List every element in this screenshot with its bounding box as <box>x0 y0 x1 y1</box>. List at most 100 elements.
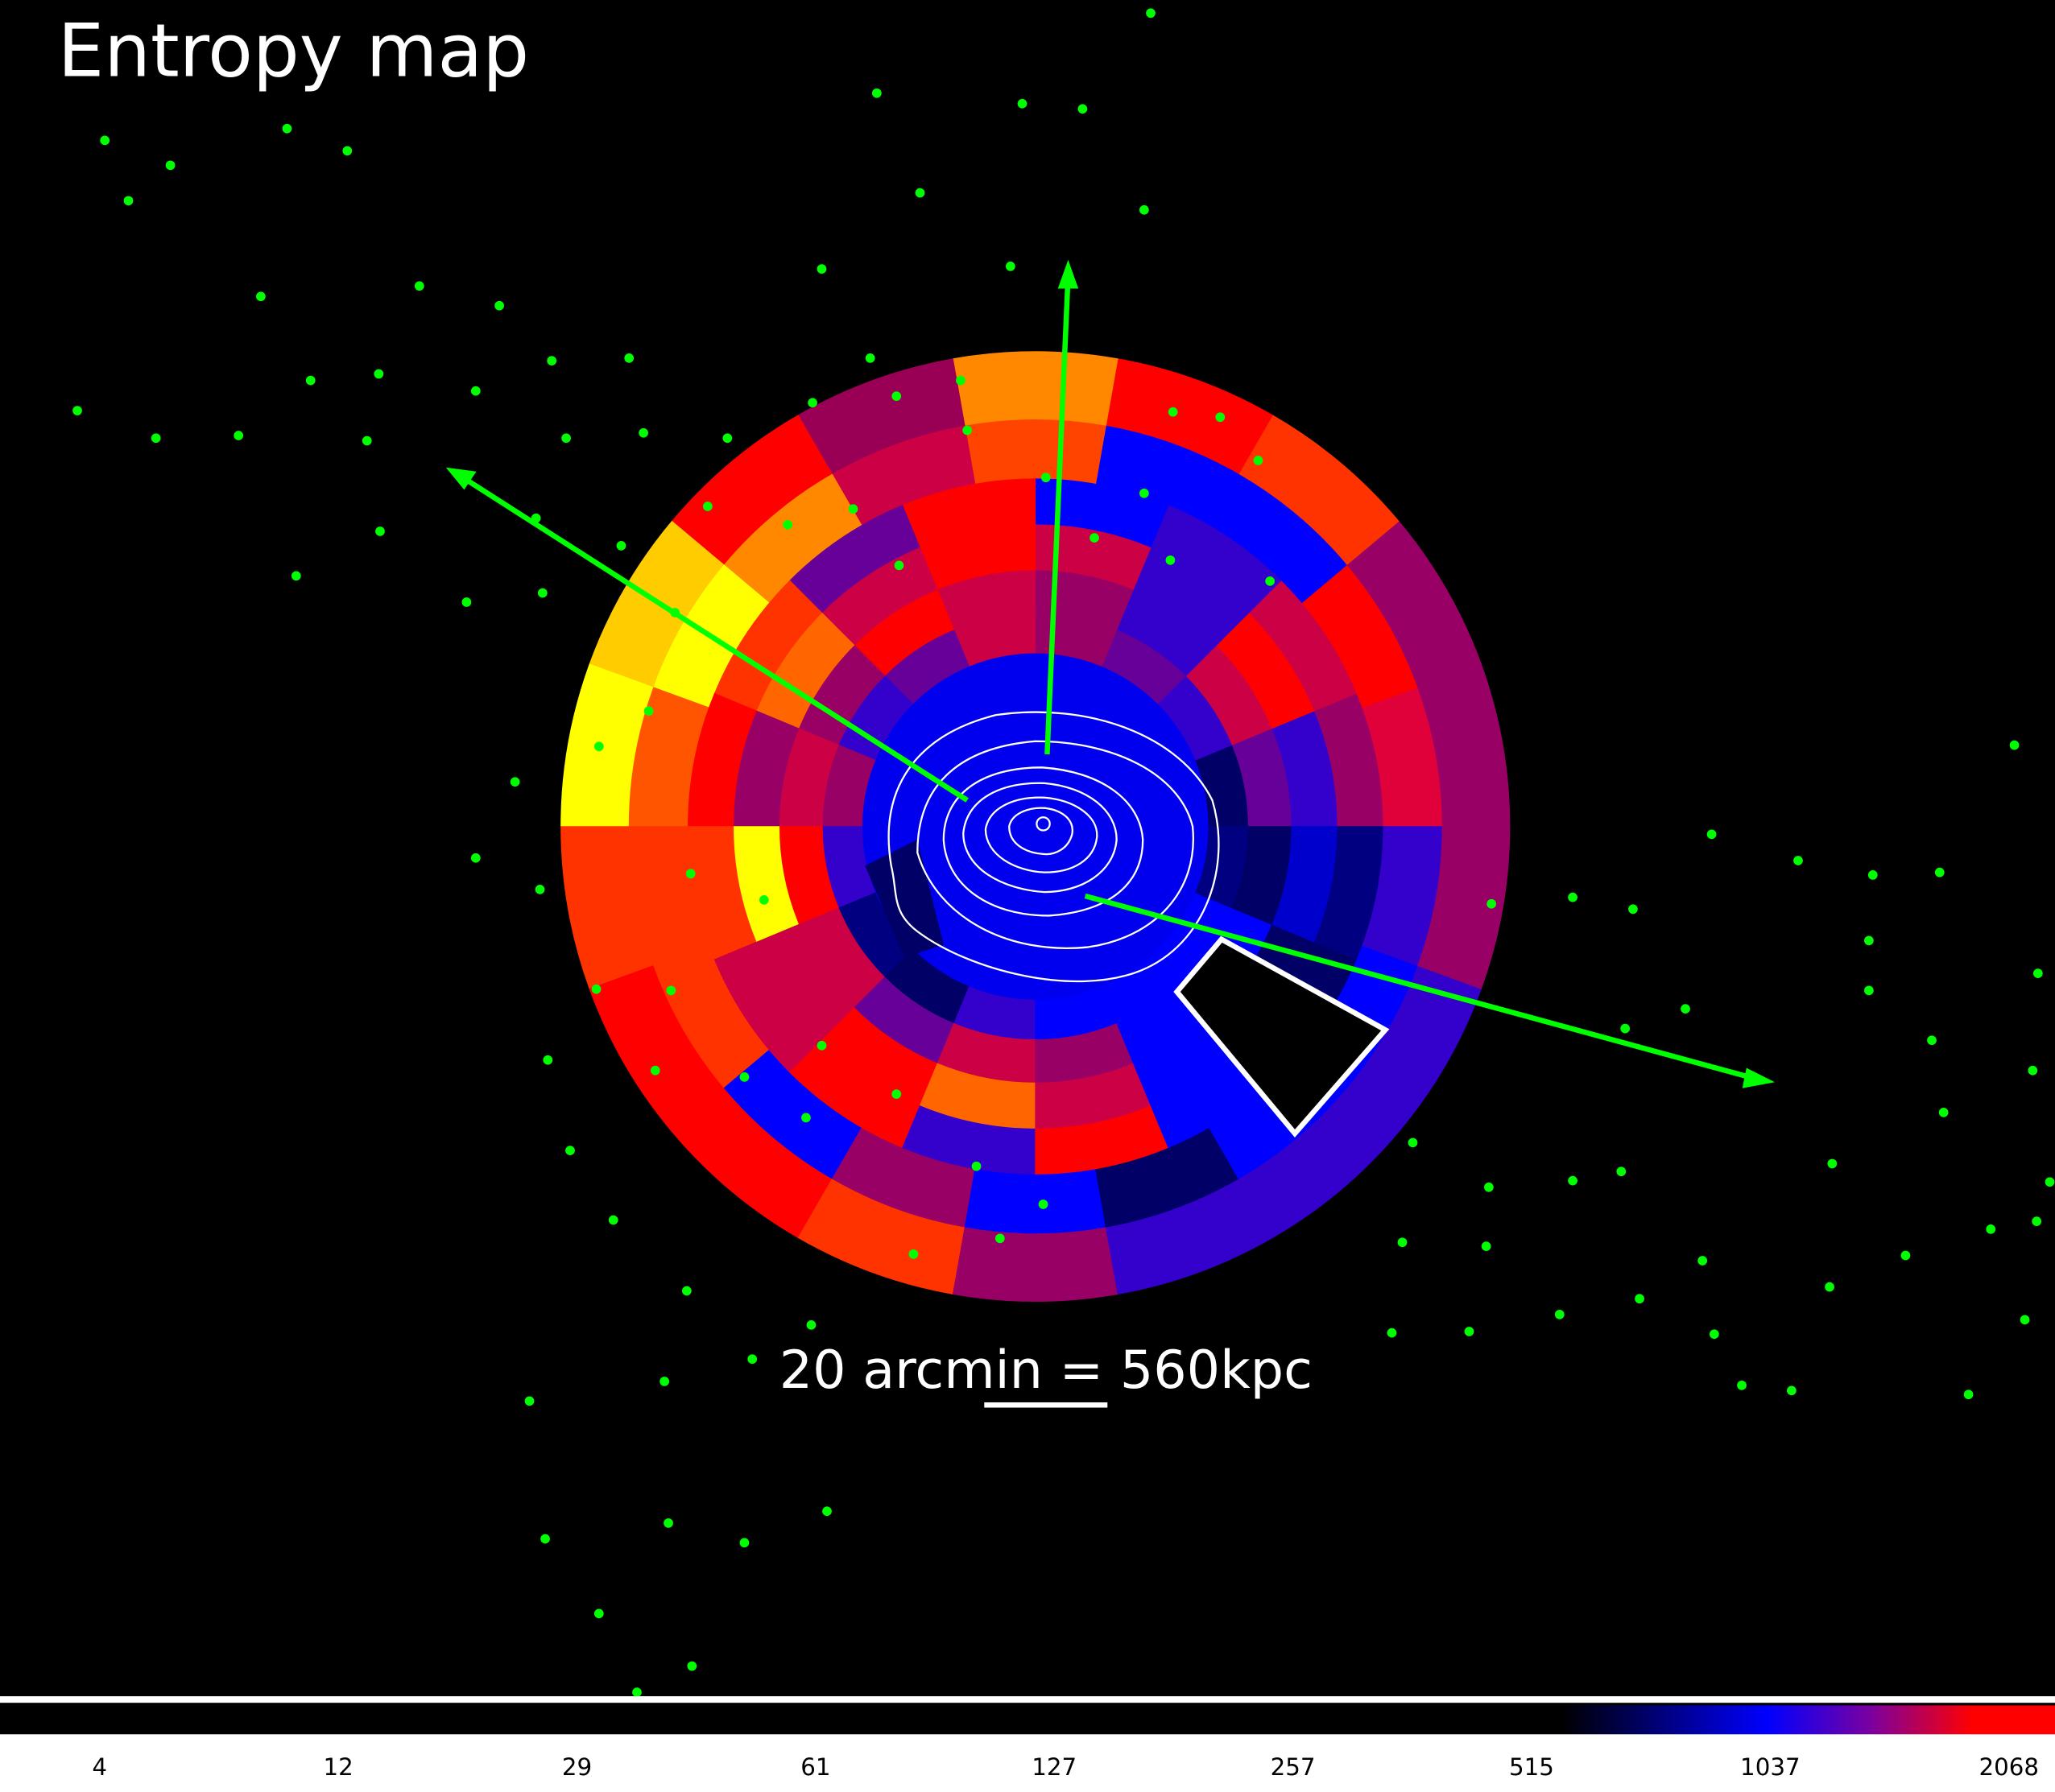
point-source <box>2032 1216 2042 1227</box>
point-source <box>2032 968 2043 979</box>
point-source <box>687 1661 697 1671</box>
point-source <box>374 369 384 379</box>
point-source <box>1900 1250 1911 1261</box>
point-source <box>660 1377 670 1386</box>
point-source <box>632 1687 642 1698</box>
point-source <box>1793 856 1803 865</box>
point-source <box>915 188 925 198</box>
entropy-bin <box>964 419 1106 485</box>
point-source <box>759 895 769 905</box>
colorbar-tick-label: 4 <box>92 1753 107 1781</box>
point-source <box>305 375 316 386</box>
point-source <box>808 398 817 408</box>
point-source <box>1827 1158 1838 1169</box>
point-source <box>1620 1023 1631 1034</box>
colorbar-tick-label: 515 <box>1509 1753 1554 1781</box>
point-source <box>739 1072 750 1082</box>
point-source <box>1265 576 1275 586</box>
point-source <box>994 1233 1005 1244</box>
point-source <box>1481 1241 1491 1251</box>
point-source <box>608 1215 618 1225</box>
point-source <box>1568 1175 1577 1186</box>
point-source <box>375 526 385 536</box>
point-source <box>747 1354 758 1365</box>
point-source <box>1484 1182 1494 1192</box>
point-source <box>1408 1138 1418 1148</box>
point-source <box>1005 261 1015 271</box>
point-source <box>2020 1315 2030 1325</box>
point-source <box>685 869 696 879</box>
point-source <box>891 391 902 401</box>
point-source <box>616 541 626 551</box>
point-source <box>681 1286 692 1296</box>
point-source <box>414 281 424 291</box>
point-source <box>722 433 733 444</box>
point-source <box>494 300 504 311</box>
entropy-bin <box>952 1226 1118 1302</box>
point-source <box>2045 1177 2055 1187</box>
point-source <box>1040 473 1051 483</box>
point-source <box>891 1089 902 1099</box>
point-source <box>1986 1224 1996 1234</box>
entropy-bin <box>964 1168 1106 1234</box>
point-source <box>664 1518 673 1528</box>
point-source <box>1697 1256 1708 1266</box>
point-source <box>1963 1389 1974 1400</box>
point-source <box>1938 1108 1949 1117</box>
point-source <box>639 427 648 438</box>
point-source <box>1934 867 1945 877</box>
point-source <box>123 196 134 206</box>
point-source <box>1737 1380 1747 1390</box>
colorbar-tick-label: 61 <box>800 1753 830 1781</box>
point-source <box>1568 892 1577 902</box>
point-source <box>666 985 676 996</box>
point-source <box>510 777 520 787</box>
point-source <box>1486 898 1497 909</box>
point-source <box>1146 8 1156 19</box>
point-source <box>1017 98 1028 109</box>
point-source <box>1681 1004 1690 1014</box>
point-source <box>72 406 82 415</box>
entropy-map <box>560 351 1511 1302</box>
colorbar-tick-label: 12 <box>323 1753 353 1781</box>
point-source <box>971 1161 982 1171</box>
point-source <box>1077 104 1088 114</box>
point-source <box>1709 1329 1719 1340</box>
point-source <box>865 353 875 363</box>
point-source <box>1165 555 1176 565</box>
point-source <box>894 560 904 571</box>
point-source <box>282 123 292 134</box>
point-source <box>703 502 713 511</box>
point-source <box>2028 1065 2038 1076</box>
point-source <box>1554 1309 1565 1319</box>
point-source <box>908 1249 919 1259</box>
colorbar <box>0 1705 2055 1735</box>
colorbar-axis <box>0 1734 2055 1792</box>
point-source <box>822 1506 832 1517</box>
point-source <box>1864 935 1874 946</box>
point-source <box>593 741 604 752</box>
point-source <box>591 984 602 994</box>
point-source <box>1168 407 1178 417</box>
point-source <box>1635 1294 1644 1304</box>
point-source <box>643 706 654 716</box>
point-source <box>817 264 827 274</box>
point-source <box>234 431 244 440</box>
point-source <box>1867 870 1878 880</box>
point-source <box>848 504 858 514</box>
colorbar-ticks: 4 12 29 61 127 257 515 1037 2068 <box>92 1753 2039 1781</box>
point-source <box>165 160 176 171</box>
colorbar-tick-label: 257 <box>1271 1753 1316 1781</box>
entropy-bin <box>952 351 1118 427</box>
region-box <box>1173 935 1390 1138</box>
point-source <box>291 571 301 581</box>
point-source <box>1787 1385 1797 1396</box>
point-source <box>801 1113 811 1123</box>
point-source <box>739 1538 750 1548</box>
point-source <box>565 1146 575 1156</box>
point-source <box>1628 904 1638 915</box>
scale-label: 20 arcmin = 560kpc <box>779 1340 1313 1401</box>
point-source <box>2009 740 2020 750</box>
